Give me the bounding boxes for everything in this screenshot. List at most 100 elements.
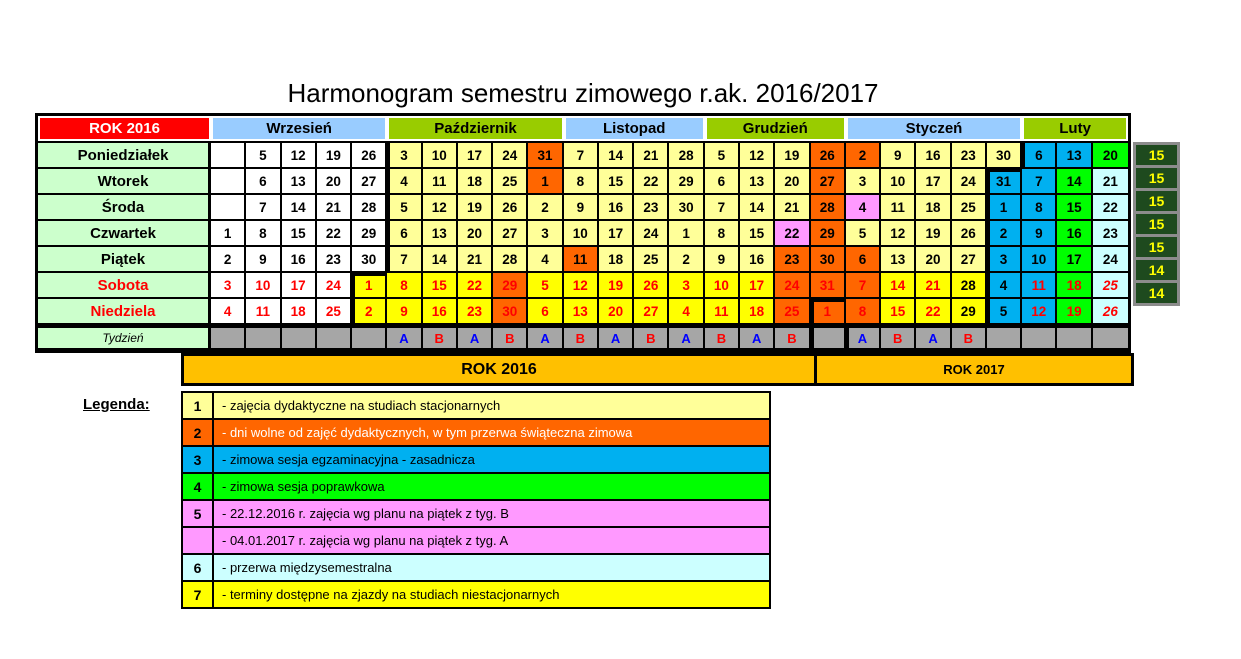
day-cell: 13 [281, 169, 317, 195]
day-cell: 28 [493, 247, 529, 273]
day-cell: 14 [881, 273, 917, 299]
day-cell: 9 [563, 195, 599, 221]
day-cell: 26 [352, 143, 388, 169]
day-cell: 12 [881, 221, 917, 247]
day-cell: 9 [881, 143, 917, 169]
day-cell: 24 [634, 221, 670, 247]
day-cell: 14 [281, 195, 317, 221]
day-cell: 26 [951, 221, 987, 247]
day-cell: 10 [704, 273, 741, 299]
legend-number: 4 [183, 474, 214, 501]
day-cell: 3 [669, 273, 705, 299]
day-cell: 22 [775, 221, 811, 247]
day-cell: 3 [387, 143, 423, 169]
month-header: Październik [387, 116, 564, 143]
day-cell: 14 [598, 143, 635, 169]
day-cell: 7 [845, 273, 882, 299]
legend-text: - dni wolne od zajęć dydaktycznych, w ty… [214, 420, 771, 447]
legend-text: - zajęcia dydaktyczne na studiach stacjo… [214, 393, 771, 420]
day-cell: 26 [1092, 299, 1128, 325]
legend-text: - zimowa sesja poprawkowa [214, 474, 771, 501]
year-bar-2016: ROK 2016 [184, 356, 814, 383]
day-cell: 3 [986, 247, 1023, 273]
week-count-cell: 14 [1133, 280, 1180, 306]
day-cell: 3 [211, 273, 247, 299]
day-cell: 19 [457, 195, 494, 221]
week-letter-cell: A [598, 325, 635, 350]
day-cell: 23 [775, 247, 811, 273]
week-letter-cell: A [669, 325, 705, 350]
day-cell: 2 [211, 247, 247, 273]
day-cell: 28 [951, 273, 987, 299]
day-cell [211, 143, 247, 169]
week-letter-cell: B [775, 325, 811, 350]
day-cell: 31 [986, 169, 1023, 195]
day-cell: 8 [1022, 195, 1058, 221]
week-letter-cell: B [422, 325, 458, 350]
week-letter-cell: B [563, 325, 599, 350]
day-cell: 15 [881, 299, 917, 325]
day-cell: 5 [246, 143, 282, 169]
month-header-label: Grudzień [706, 118, 844, 139]
day-cell: 6 [1022, 143, 1058, 169]
day-cell: 16 [916, 143, 952, 169]
day-cell: 25 [493, 169, 529, 195]
year-header-cell: ROK 2016 [38, 116, 211, 143]
day-cell: 21 [634, 143, 670, 169]
day-row-label: Środa [38, 195, 211, 221]
day-cell: 30 [493, 299, 529, 325]
week-letter-cell: B [704, 325, 741, 350]
year-bars-row: ROK 2016 ROK 2017 [181, 353, 1134, 386]
day-cell: 13 [422, 221, 458, 247]
day-cell: 24 [316, 273, 353, 299]
day-cell: 16 [598, 195, 635, 221]
day-cell: 27 [493, 221, 529, 247]
day-cell: 12 [563, 273, 599, 299]
week-letter-cell: A [845, 325, 882, 350]
day-cell: 20 [775, 169, 811, 195]
week-row-label: Tydzień [38, 325, 211, 350]
month-header: Styczeń [845, 116, 1023, 143]
day-cell: 23 [951, 143, 987, 169]
legend-label: Legenda: [83, 396, 150, 413]
day-cell: 4 [845, 195, 882, 221]
page-title: Harmonogram semestru zimowego r.ak. 2016… [287, 78, 879, 108]
day-cell: 1 [352, 273, 388, 299]
day-cell: 24 [1092, 247, 1128, 273]
day-cell: 16 [740, 247, 776, 273]
legend-row: 2- dni wolne od zajęć dydaktycznych, w t… [183, 420, 771, 447]
day-cell: 5 [704, 143, 741, 169]
week-letter-cell: A [740, 325, 776, 350]
day-cell: 4 [387, 169, 423, 195]
day-cell: 14 [1057, 169, 1093, 195]
week-letter-cell [810, 325, 846, 350]
day-cell: 13 [740, 169, 776, 195]
day-cell: 20 [1092, 143, 1128, 169]
day-cell: 25 [1092, 273, 1128, 299]
day-cell: 9 [387, 299, 423, 325]
legend-number: 1 [183, 393, 214, 420]
day-cell: 26 [493, 195, 529, 221]
week-count-cell: 15 [1133, 188, 1180, 214]
day-cell: 27 [951, 247, 987, 273]
day-cell: 7 [387, 247, 423, 273]
day-cell: 15 [281, 221, 317, 247]
day-cell: 8 [246, 221, 282, 247]
week-count-cell: 14 [1133, 257, 1180, 283]
legend-number: 3 [183, 447, 214, 474]
legend-table: 1- zajęcia dydaktyczne na studiach stacj… [181, 391, 771, 609]
day-cell: 13 [563, 299, 599, 325]
month-header: Wrzesień [211, 116, 388, 143]
day-cell: 20 [916, 247, 952, 273]
day-cell: 10 [422, 143, 458, 169]
day-cell: 20 [598, 299, 635, 325]
legend-text: - 22.12.2016 r. zajęcia wg planu na piąt… [214, 501, 771, 528]
day-cell: 12 [740, 143, 776, 169]
day-cell: 4 [986, 273, 1023, 299]
legend-text: - zimowa sesja egzaminacyjna - zasadnicz… [214, 447, 771, 474]
day-cell: 23 [1092, 221, 1128, 247]
day-cell: 4 [528, 247, 564, 273]
day-cell: 18 [740, 299, 776, 325]
day-cell: 18 [916, 195, 952, 221]
